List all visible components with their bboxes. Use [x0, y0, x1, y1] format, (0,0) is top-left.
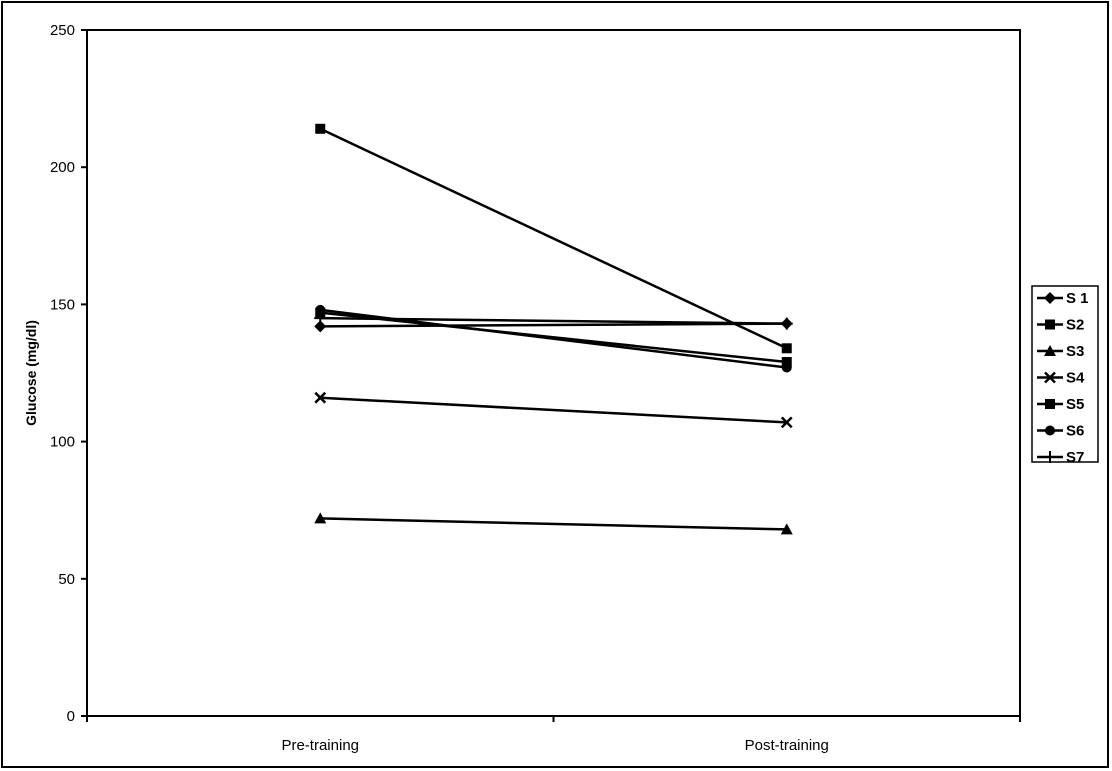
legend-items: S 1 S2 S3 S4 S5 S6 S7 [1037, 290, 1089, 466]
legend-marker [1045, 319, 1055, 330]
series-layer [314, 123, 793, 535]
legend-marker [1044, 345, 1056, 356]
y-tick-label: 0 [67, 708, 75, 725]
legend-label: S6 [1066, 423, 1084, 440]
series-line [320, 517, 787, 531]
series-7 [314, 312, 793, 330]
data-point [780, 416, 793, 429]
y-tick-label: 200 [50, 159, 75, 176]
legend-label: S5 [1066, 396, 1084, 413]
legend-label: S3 [1066, 343, 1084, 360]
data-point [781, 357, 792, 368]
data-point [314, 320, 327, 333]
x-axis-ticks: Pre-training Post-training [86, 716, 1021, 754]
y-axis-title: Glucose (mg/dl) [23, 320, 39, 426]
y-tick-label: 100 [50, 434, 75, 451]
series-1 [314, 317, 793, 333]
data-point [781, 343, 792, 354]
series-line [320, 316, 787, 325]
data-point [780, 523, 793, 535]
legend-item-3: S3 [1037, 343, 1084, 360]
data-point [314, 312, 327, 325]
legend-label: S7 [1066, 449, 1084, 466]
y-axis-ticks: 0 50 100 150 200 250 [50, 22, 87, 725]
y-tick-label: 50 [58, 571, 75, 588]
data-point [315, 304, 326, 315]
data-point [780, 317, 793, 330]
data-point [314, 391, 327, 404]
series-line [320, 311, 787, 364]
legend-label: S4 [1066, 370, 1085, 387]
legend-item-2: S2 [1037, 317, 1084, 334]
legend: S 1 S2 S3 S4 S5 S6 S7 [1031, 285, 1099, 466]
series-3 [314, 512, 793, 535]
legend-item-4: S4 [1037, 370, 1085, 387]
legend-marker [1044, 451, 1056, 463]
legend-marker [1045, 399, 1055, 409]
plot-area [86, 29, 1021, 717]
series-4 [314, 391, 793, 429]
x-tick-label: Pre-training [281, 737, 359, 754]
series-line [319, 127, 788, 350]
data-point [314, 512, 327, 524]
series-2 [315, 123, 792, 354]
legend-item-5: S5 [1037, 396, 1084, 413]
data-point [315, 123, 326, 134]
legend-marker [1044, 371, 1056, 384]
series-line [320, 396, 787, 424]
legend-item-6: S6 [1037, 423, 1084, 440]
legend-label: S2 [1066, 317, 1084, 334]
legend-box [1031, 285, 1099, 463]
x-tick-label: Post-training [745, 737, 829, 754]
legend-label: S 1 [1066, 290, 1089, 307]
y-tick-label: 250 [50, 22, 75, 39]
y-tick-label: 150 [50, 296, 75, 313]
legend-marker [1045, 425, 1055, 436]
legend-marker [1044, 292, 1056, 304]
data-point [781, 362, 792, 373]
series-line [320, 322, 787, 328]
legend-item-7: S7 [1037, 449, 1084, 466]
legend-item-1: S 1 [1037, 290, 1089, 307]
